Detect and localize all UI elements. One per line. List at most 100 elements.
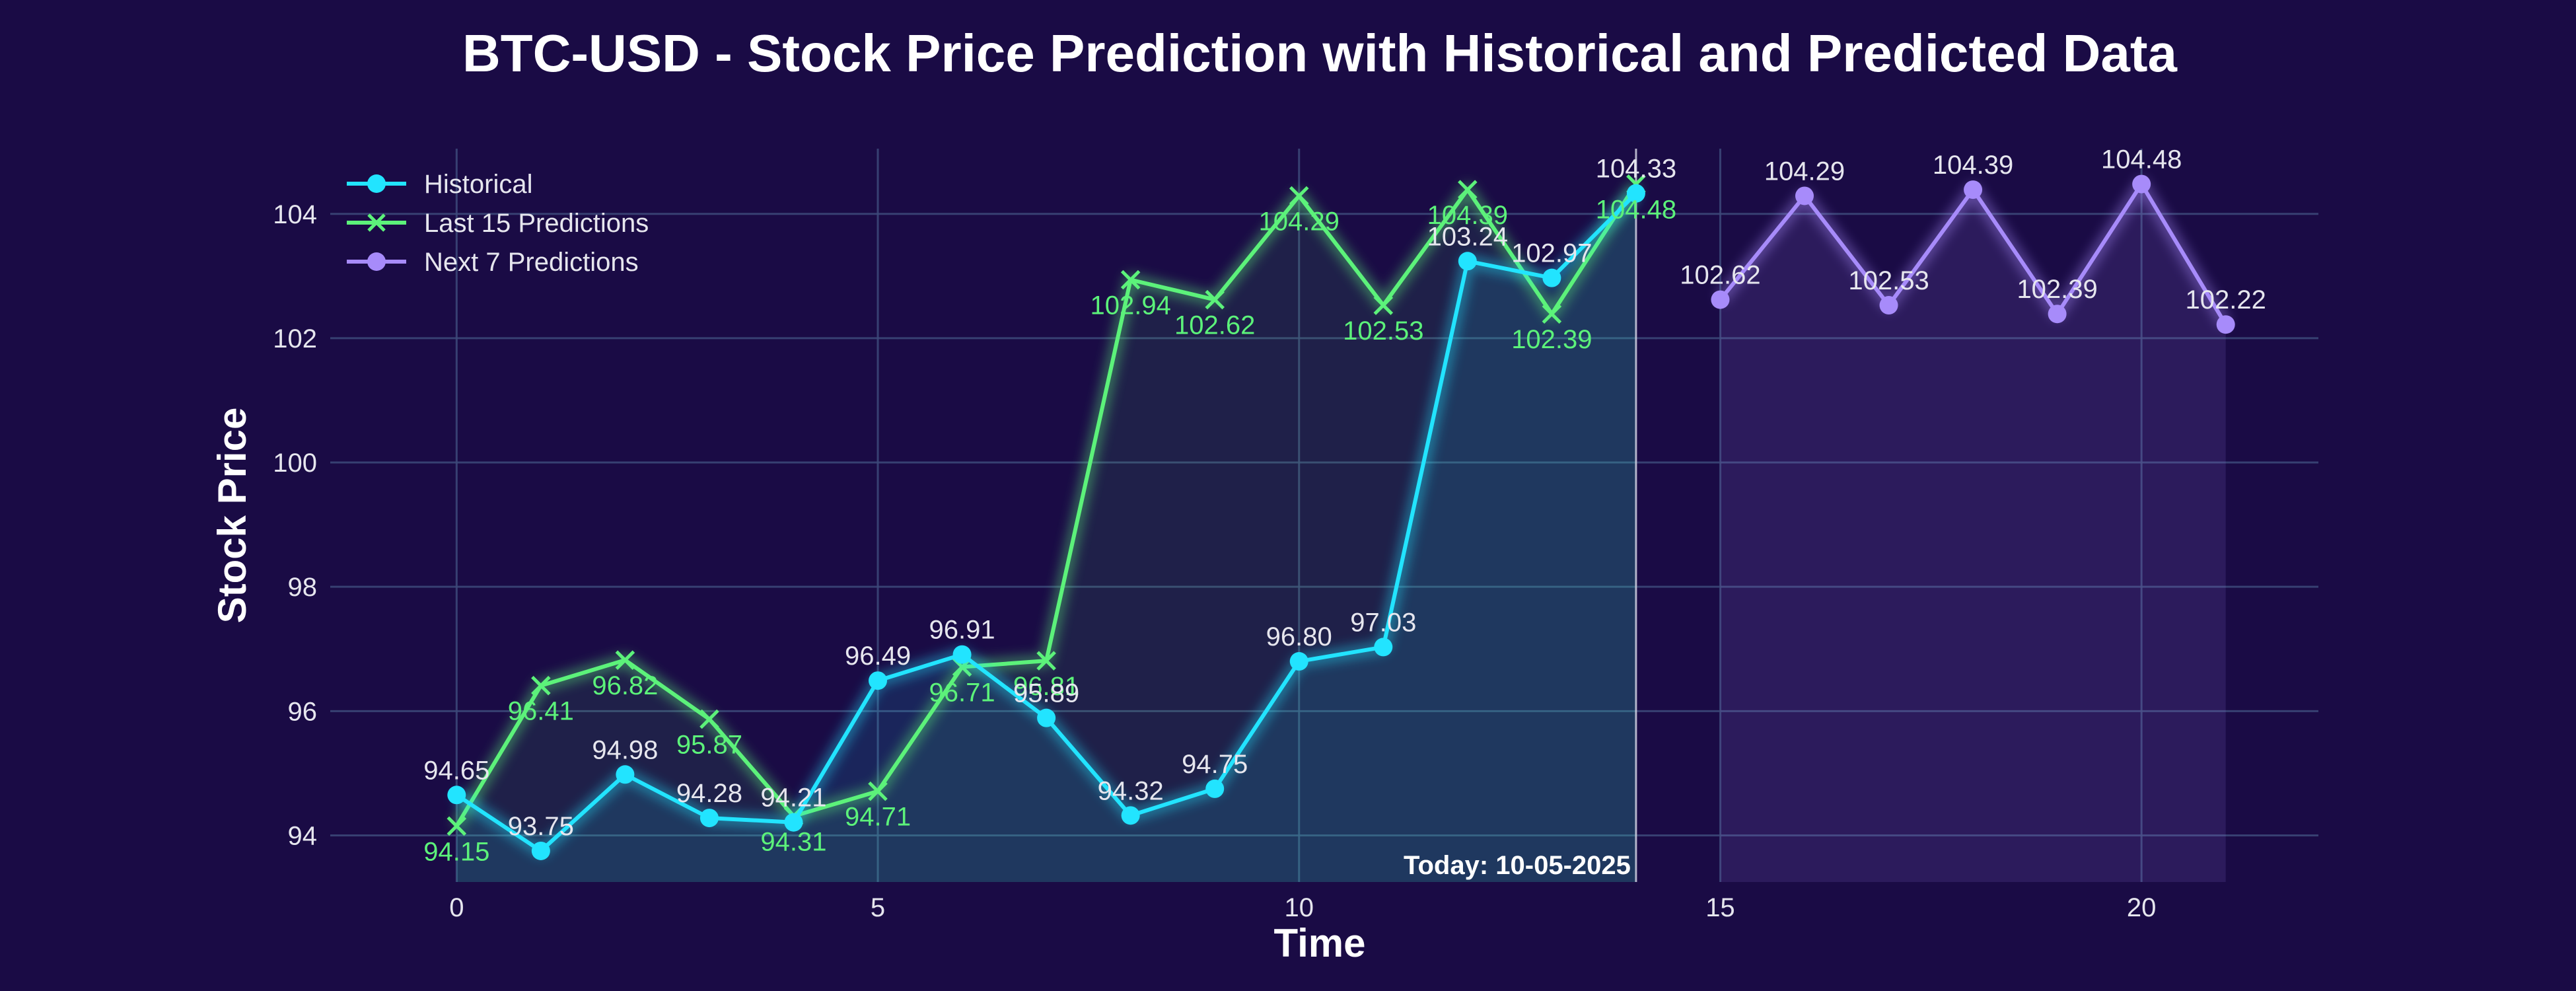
next-predictions-point [1795,186,1814,205]
historical-point [1121,806,1140,825]
predictions-marker-stroke [699,709,719,729]
historical-point [1374,638,1393,657]
legend-label: Next 7 Predictions [424,248,639,277]
predictions-marker-stroke [1120,270,1141,290]
historical-point [1626,184,1645,203]
predictions-marker-stroke [447,816,467,836]
legend-marker-x [367,213,386,232]
historical-data-label: 93.75 [508,812,574,841]
historical-data-label: 94.65 [423,756,489,785]
x-axis-title: Time [1274,921,1366,965]
next-predictions-area [1720,184,2226,882]
legend-item: Next 7 Predictions [347,248,639,277]
next-predictions-data-label: 102.22 [2186,285,2266,314]
predictions-point [531,675,551,696]
historical-point [1458,252,1477,271]
next-predictions-data-label: 102.39 [2017,275,2097,304]
predictions-data-label: 102.62 [1174,311,1255,340]
y-tick-label: 100 [273,449,317,478]
predictions-marker-stroke [1373,295,1394,315]
chart-title: BTC-USD - Stock Price Prediction with Hi… [462,24,2178,83]
legend-label: Last 15 Predictions [424,209,649,238]
historical-data-label: 96.80 [1266,622,1332,651]
predictions-point [1542,304,1562,324]
predictions-area [456,184,1636,882]
historical-point [699,809,719,828]
historical-point [784,813,803,832]
historical-point [1542,268,1561,287]
historical-point [447,786,466,805]
predictions-point [1289,186,1309,206]
historical-area [456,193,1636,883]
x-tick-label: 10 [1284,893,1314,922]
historical-point [952,645,972,664]
next-predictions-data-label: 102.62 [1680,261,1760,290]
predictions-data-label: 94.31 [760,827,826,856]
next-predictions-point [1711,290,1730,309]
y-tick-label: 102 [273,324,317,353]
historical-data-label: 104.33 [1596,155,1676,184]
next-predictions-point [1879,296,1898,315]
next-predictions-data-label: 102.53 [1848,266,1929,295]
historical-data-label: 103.24 [1427,222,1508,251]
y-tick-label: 104 [273,200,317,229]
predictions-point [1036,651,1056,671]
predictions-marker-stroke [1289,186,1309,206]
plot-area: 0 5 10 15 20 94 96 98 100 102 104 Today: 10-05-2025… [273,145,2318,922]
legend-item: Historical [347,170,532,199]
legend: Historical Last 15 Predictions Next 7 Pred… [347,170,649,277]
predictions-data-label: 96.81 [1013,672,1079,701]
legend-item: Last 15 Predictions [347,209,649,238]
predictions-marker-stroke [1205,289,1225,310]
next-predictions-data-label: 104.39 [1933,151,2013,180]
predictions-marker-stroke [615,650,635,670]
historical-data-label: 94.21 [760,784,826,813]
today-label: Today: 10-05-2025 [1404,851,1631,880]
x-tick-label: 15 [1705,893,1735,922]
predictions-marker-stroke [868,781,888,801]
predictions-data-label: 102.53 [1343,316,1423,346]
x-tick-label: 20 [2127,893,2157,922]
predictions-point [699,709,719,729]
historical-point [616,765,635,784]
predictions-data-label: 95.87 [676,731,742,760]
legend-marker-circle [367,174,386,193]
predictions-point [1205,289,1225,310]
historical-data-label: 94.28 [676,779,742,808]
historical-point [1037,708,1056,727]
predictions-point [615,650,635,670]
predictions-point [868,781,888,801]
predictions-marker-stroke [1458,180,1478,200]
y-tick-label: 96 [288,697,318,726]
next-predictions-data-label: 104.29 [1764,157,1845,186]
legend-label: Historical [424,170,532,199]
predictions-data-label: 96.71 [929,679,995,708]
predictions-marker-stroke [1036,651,1056,671]
next-predictions-point [1964,180,1983,200]
predictions-point [1458,180,1478,200]
predictions-data-label: 94.15 [423,837,489,866]
predictions-data-label: 96.41 [508,697,574,726]
predictions-data-label: 94.71 [845,803,911,832]
historical-data-label: 94.32 [1098,776,1164,805]
historical-data-label: 94.98 [592,735,658,764]
historical-point [1289,652,1308,671]
predictions-point [1373,295,1394,315]
historical-data-label: 96.49 [845,642,911,671]
legend-marker-circle [367,252,386,271]
historical-data-label: 97.03 [1350,608,1416,637]
next-predictions-point [2048,305,2067,324]
predictions-data-label: 102.39 [1511,325,1592,354]
predictions-data-label: 96.82 [592,671,658,700]
historical-point [869,671,888,690]
y-axis-title: Stock Price [210,408,254,624]
x-tick-label: 5 [871,893,885,922]
x-tick-label: 0 [449,893,464,922]
predictions-point [1120,270,1141,290]
predictions-marker-stroke [1542,304,1562,324]
predictions-data-label: 104.48 [1596,196,1676,225]
next-predictions-point [2216,315,2235,334]
predictions-point [447,816,467,836]
